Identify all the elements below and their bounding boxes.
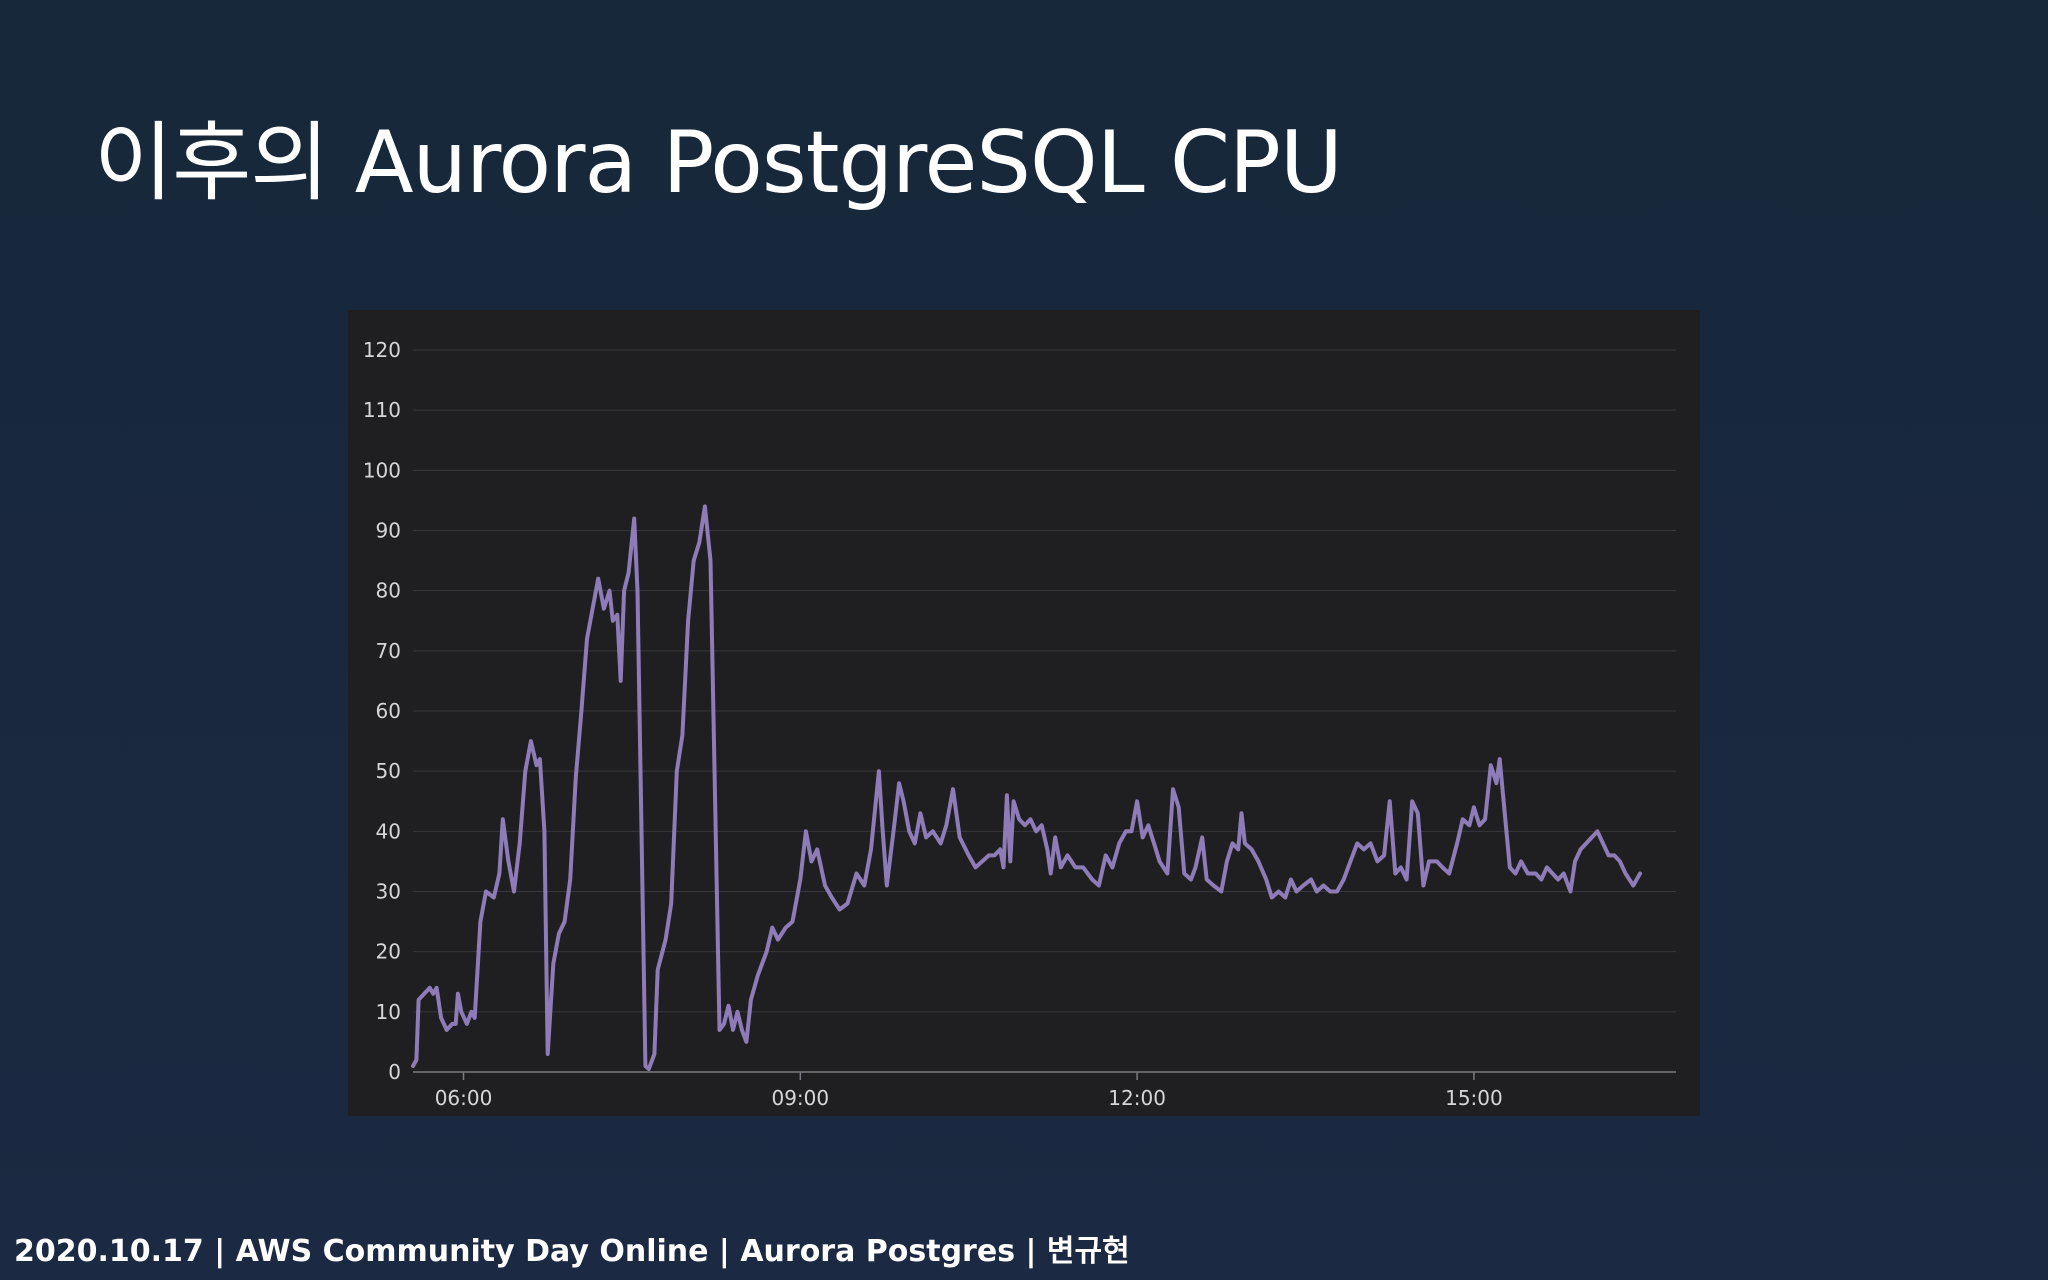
y-tick-label: 60 [376, 699, 401, 723]
y-tick-label: 120 [363, 338, 401, 362]
y-tick-label: 10 [376, 1000, 401, 1024]
cpu-line-chart: 0 10 20 30 40 50 60 70 80 90 100 110 120 06:00 09:00 1… [363, 338, 1676, 1110]
y-tick-label: 70 [376, 639, 401, 663]
y-tick-label: 100 [363, 458, 401, 482]
y-tick-label: 0 [388, 1060, 401, 1084]
gridlines [413, 349, 1676, 1013]
cpu-chart-panel: 0 10 20 30 40 50 60 70 80 90 100 110 120 06:00 09:00 1… [348, 310, 1700, 1116]
series-layer [411, 504, 1643, 1071]
slide-title: 이후의 Aurora PostgreSQL CPU [94, 113, 1343, 213]
slide-footer: 2020.10.17 | AWS Community Day Online | … [14, 1234, 1130, 1269]
x-tick-label: 09:00 [771, 1086, 829, 1110]
y-tick-label: 50 [376, 759, 401, 783]
y-axis-tick-labels: 0 10 20 30 40 50 60 70 80 90 100 110 120 [363, 338, 401, 1084]
y-tick-label: 30 [376, 880, 401, 904]
cpu-series-line-0 [411, 504, 1643, 1071]
x-tick-label: 06:00 [435, 1086, 493, 1110]
x-tick-label: 15:00 [1445, 1086, 1503, 1110]
x-tick-label: 12:00 [1108, 1086, 1166, 1110]
y-tick-label: 110 [363, 398, 401, 422]
y-tick-label: 80 [376, 579, 401, 603]
y-tick-label: 20 [376, 940, 401, 964]
x-axis: 06:00 09:00 12:00 15:00 [413, 1071, 1676, 1110]
y-tick-label: 90 [376, 519, 401, 543]
y-tick-label: 40 [376, 819, 401, 843]
